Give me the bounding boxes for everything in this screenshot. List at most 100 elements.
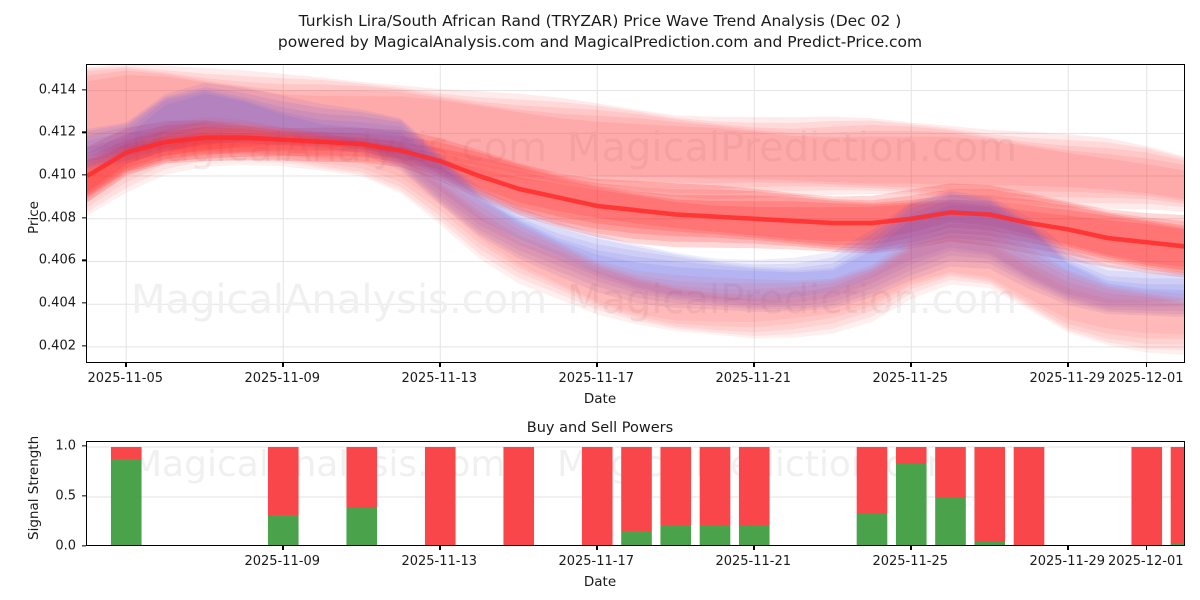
- wave-band-outer-upper-band: [87, 74, 1184, 212]
- wave-band-lower-pink-band: [87, 116, 1184, 335]
- price-ytick-mark: [82, 302, 86, 304]
- wave-band-core-red-band: [87, 132, 1184, 275]
- sell-power-bar[interactable]: [110, 447, 142, 459]
- sell-power-bar[interactable]: [935, 447, 966, 497]
- wave-band-blue-band: [87, 82, 1184, 304]
- price-ytick-label: 0.404: [38, 295, 76, 311]
- sell-power-bar[interactable]: [503, 447, 535, 546]
- wave-band-lower-pink-band: [87, 126, 1184, 345]
- watermark-text: MagicalAnalysis.com: [131, 125, 547, 171]
- signal-xtick-label: 2025-11-29: [1029, 554, 1106, 569]
- price-xtick-label: 2025-11-13: [401, 371, 478, 386]
- sell-power-bar[interactable]: [895, 447, 927, 464]
- price-yaxis-label: Price: [26, 201, 42, 234]
- signal-xtick-mark: [282, 546, 284, 550]
- page-title: Turkish Lira/South African Rand (TRYZAR)…: [298, 12, 902, 30]
- sell-power-bar[interactable]: [660, 447, 692, 525]
- signal-ytick-mark: [82, 445, 86, 447]
- price-ytick-mark: [82, 88, 86, 91]
- sell-power-bar[interactable]: [581, 447, 613, 546]
- price-ytick-label: 0.410: [38, 167, 76, 183]
- buy-power-bar[interactable]: [856, 514, 888, 546]
- wave-band-outer-upper-band: [87, 68, 1184, 204]
- signal-ytick-mark: [82, 495, 86, 497]
- signal-xtick-mark: [910, 546, 912, 550]
- price-xtick-mark: [910, 363, 912, 367]
- signal-chart-title: Buy and Sell Powers: [526, 420, 674, 436]
- signal-xtick-label: 2025-11-21: [715, 554, 792, 569]
- sell-power-bar[interactable]: [267, 447, 299, 515]
- wave-band-core-red-band: [87, 120, 1184, 267]
- sell-power-bar[interactable]: [1013, 447, 1045, 546]
- price-xtick-label: 2025-11-21: [715, 371, 792, 386]
- price-xtick-label: 2025-12-01: [1107, 371, 1184, 386]
- price-gridlines: [87, 65, 1184, 362]
- price-xtick-mark: [439, 363, 441, 367]
- buy-power-bar[interactable]: [935, 497, 966, 546]
- sell-power-bar[interactable]: [1170, 447, 1185, 543]
- watermark-text: MagicalAnalysis.com: [131, 277, 547, 323]
- buy-power-bar[interactable]: [621, 531, 652, 546]
- price-xtick-label: 2025-11-29: [1029, 371, 1106, 386]
- signal-xtick-mark: [439, 546, 441, 550]
- watermark-text: MagicalPrediction.com: [567, 277, 1017, 323]
- wave-band-lower-pink-band: [87, 132, 1184, 351]
- price-ytick-label: 0.414: [38, 82, 76, 98]
- signal-xtick-label: 2025-11-17: [558, 554, 635, 569]
- signal-xtick-mark: [1067, 546, 1069, 550]
- price-xtick-mark: [282, 363, 284, 367]
- price-ytick-mark: [82, 217, 86, 219]
- wave-band-outer-upper-band: [87, 70, 1184, 208]
- sell-power-bar[interactable]: [974, 447, 1006, 542]
- signal-ytick-label: 0.0: [55, 538, 76, 554]
- buy-power-bar[interactable]: [738, 525, 770, 546]
- wave-trend-centerline: [87, 135, 1184, 249]
- sell-power-bar[interactable]: [699, 447, 731, 525]
- price-xaxis-label: Date: [583, 391, 617, 407]
- signal-yaxis-label: Signal Strength: [26, 435, 42, 540]
- price-chart-axes: MagicalAnalysis.com MagicalPrediction.com…: [86, 64, 1185, 363]
- signal-xtick-label: 2025-11-25: [872, 554, 949, 569]
- buy-power-bar[interactable]: [660, 525, 692, 546]
- price-xtick-mark: [125, 363, 127, 367]
- buy-power-bar[interactable]: [267, 515, 299, 546]
- wave-band-core-red-band: [87, 122, 1184, 271]
- buy-power-bar[interactable]: [974, 542, 1006, 546]
- price-xtick-label: 2025-11-05: [87, 371, 164, 386]
- buy-power-bar[interactable]: [699, 525, 731, 546]
- buy-power-bar[interactable]: [1170, 543, 1185, 546]
- sell-power-bar[interactable]: [424, 447, 456, 546]
- wave-band-blue-band: [87, 93, 1184, 318]
- sell-power-bar[interactable]: [856, 447, 888, 514]
- sell-power-bar[interactable]: [621, 447, 652, 531]
- signal-xtick-mark: [1145, 546, 1148, 550]
- signal-xtick-mark: [753, 546, 755, 550]
- price-ytick-mark: [82, 174, 86, 176]
- watermark-text: MagicalPrediction.com: [567, 125, 1017, 171]
- signal-xtick-label: 2025-11-09: [244, 554, 321, 569]
- sell-power-bar[interactable]: [738, 447, 770, 525]
- price-ytick-label: 0.406: [38, 252, 76, 268]
- wave-band-lower-pink-band: [87, 137, 1184, 355]
- sell-power-bar[interactable]: [1131, 447, 1163, 546]
- price-ytick-mark: [82, 259, 86, 262]
- buy-power-bar[interactable]: [346, 508, 378, 546]
- signal-xtick-label: 2025-12-01: [1107, 554, 1184, 569]
- wave-band-blue-band: [87, 91, 1184, 315]
- buy-power-bar[interactable]: [110, 459, 142, 546]
- buy-power-bar[interactable]: [895, 464, 927, 546]
- signal-ytick-label: 1.0: [55, 438, 76, 454]
- price-xtick-mark: [753, 363, 755, 367]
- price-ytick-mark: [82, 131, 86, 133]
- price-ytick-label: 0.408: [38, 210, 76, 226]
- sell-power-bar[interactable]: [346, 447, 378, 508]
- wave-band-core-red-band: [87, 127, 1184, 273]
- price-xtick-label: 2025-11-09: [244, 371, 321, 386]
- signal-xaxis-label: Date: [583, 574, 617, 590]
- signal-xtick-label: 2025-11-13: [401, 554, 478, 569]
- signal-ytick-mark: [82, 545, 86, 547]
- price-xtick-mark: [1145, 363, 1148, 367]
